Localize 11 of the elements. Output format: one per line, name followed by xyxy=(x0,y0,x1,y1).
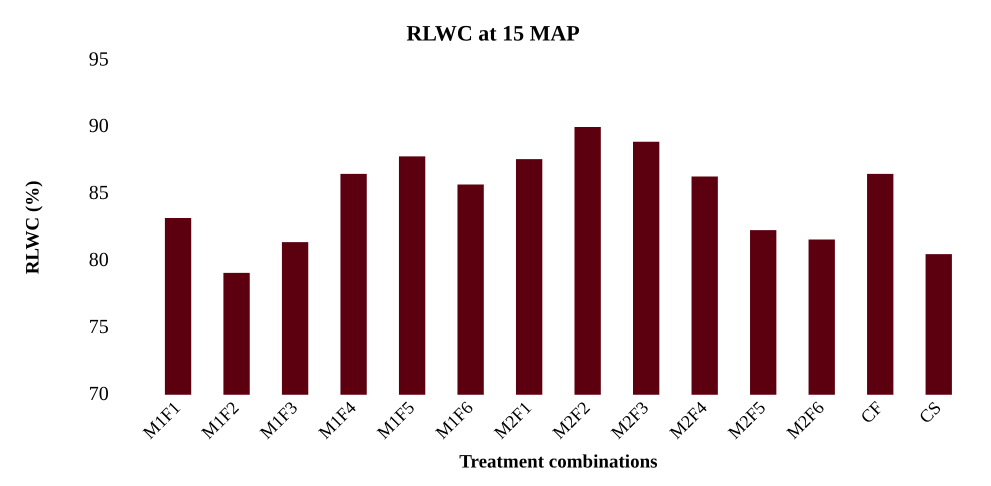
y-tick-label: 95 xyxy=(88,48,109,70)
y-tick-label: 70 xyxy=(88,383,109,406)
x-tick-label: CF xyxy=(856,397,886,428)
x-axis-title: Treatment combinations xyxy=(459,452,658,473)
chart-title: RLWC at 15 MAP xyxy=(406,20,580,46)
y-tick-label: 80 xyxy=(88,249,109,272)
y-tick-label: 75 xyxy=(88,316,109,338)
x-tick-label: CS xyxy=(915,397,945,428)
y-axis-title: RLWC (%) xyxy=(22,180,44,274)
y-tick-label: 85 xyxy=(88,182,109,204)
y-tick-label: 90 xyxy=(88,115,109,138)
